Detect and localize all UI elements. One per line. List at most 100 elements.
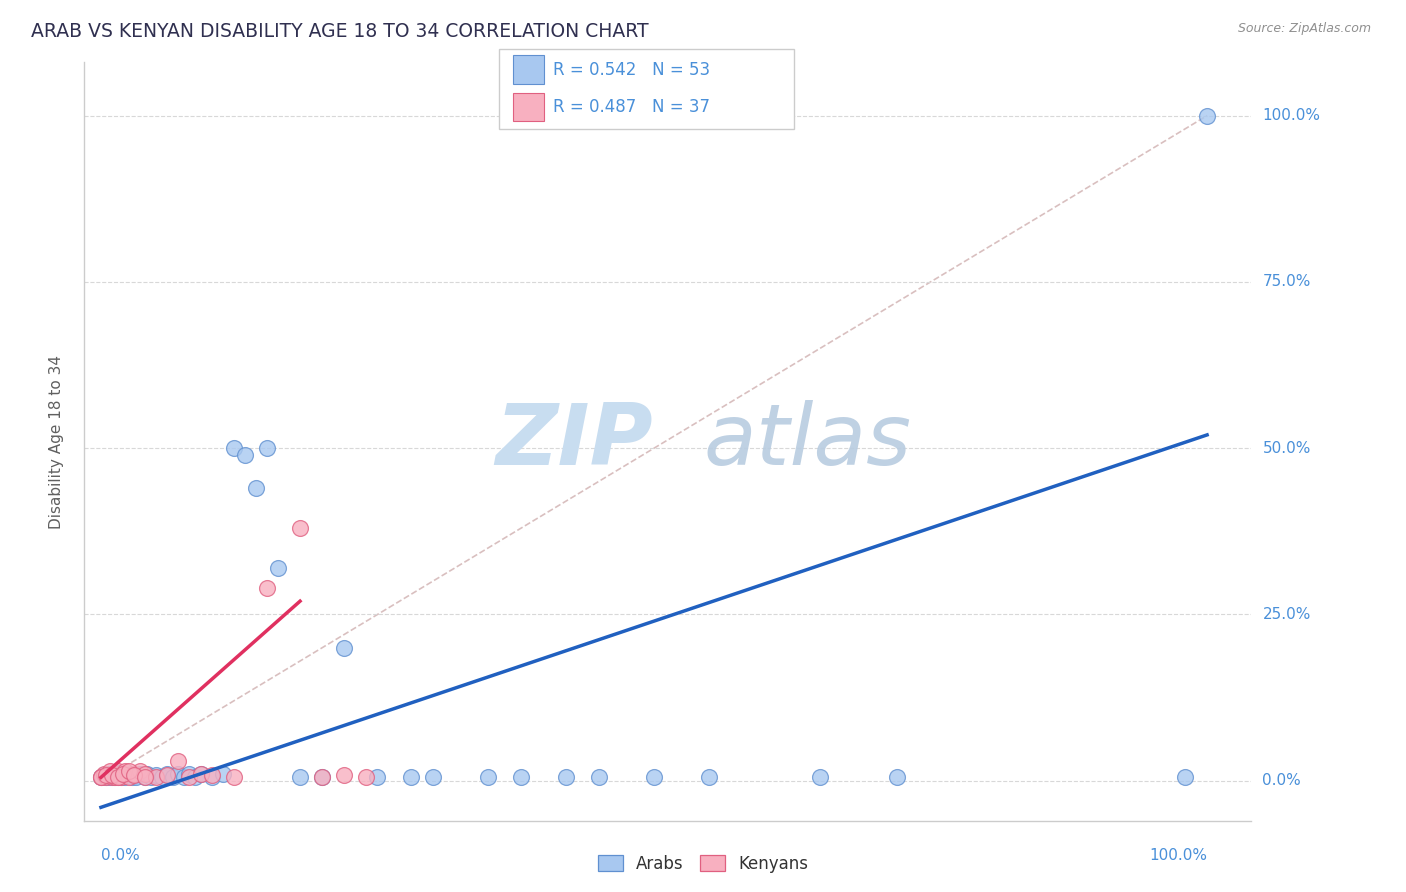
Point (245, 481, 267, 495)
Point (145, 768, 167, 782)
Point (167, 767, 190, 781)
Text: 0.0%: 0.0% (101, 848, 139, 863)
Point (136, 767, 159, 781)
Point (399, 771, 422, 785)
Point (117, 764, 139, 778)
Point (162, 771, 184, 785)
Y-axis label: Disability Age 18 to 34: Disability Age 18 to 34 (49, 354, 63, 529)
Point (107, 771, 129, 785)
Text: Source: ZipAtlas.com: Source: ZipAtlas.com (1237, 22, 1371, 36)
Point (112, 767, 135, 781)
Point (1174, 771, 1197, 785)
Point (222, 441, 245, 455)
Point (117, 771, 139, 785)
Point (110, 771, 132, 785)
Point (886, 771, 908, 785)
Text: 25.0%: 25.0% (1263, 607, 1310, 622)
Point (97, 768, 120, 782)
Point (107, 765, 129, 780)
Text: 75.0%: 75.0% (1263, 275, 1310, 289)
Point (422, 771, 444, 785)
Point (112, 767, 135, 781)
Point (97, 767, 120, 781)
Point (288, 771, 311, 785)
Point (366, 771, 388, 785)
Point (110, 771, 132, 785)
Point (93, 767, 115, 781)
Point (93, 768, 115, 782)
Point (150, 771, 173, 785)
Point (96, 771, 118, 785)
Point (103, 767, 125, 781)
Point (156, 768, 179, 782)
Point (90, 771, 112, 785)
Point (107, 768, 129, 782)
Point (179, 771, 201, 785)
Point (101, 768, 124, 782)
Point (167, 754, 190, 768)
Point (311, 771, 333, 785)
Point (134, 767, 156, 781)
Point (90, 771, 112, 785)
Point (588, 771, 610, 785)
Point (267, 561, 290, 575)
Point (211, 767, 233, 781)
Point (200, 768, 222, 782)
Point (200, 771, 222, 785)
Point (356, 771, 378, 785)
Point (145, 771, 167, 785)
Point (98, 771, 121, 785)
Point (1197, 109, 1219, 123)
Point (288, 521, 311, 535)
Point (333, 640, 356, 655)
Point (101, 771, 124, 785)
Point (114, 764, 136, 778)
Legend: Arabs, Kenyans: Arabs, Kenyans (591, 848, 815, 880)
Point (808, 771, 831, 785)
Point (122, 768, 145, 782)
Point (173, 771, 195, 785)
Text: 0.0%: 0.0% (1263, 773, 1301, 789)
Point (554, 771, 576, 785)
Point (190, 767, 212, 781)
Text: 50.0%: 50.0% (1263, 441, 1310, 456)
Point (256, 581, 278, 595)
Point (128, 764, 150, 778)
Point (122, 768, 145, 782)
Point (104, 767, 127, 781)
Point (107, 764, 129, 778)
Text: ARAB VS KENYAN DISABILITY AGE 18 TO 34 CORRELATION CHART: ARAB VS KENYAN DISABILITY AGE 18 TO 34 C… (31, 22, 648, 41)
Text: R = 0.542   N = 53: R = 0.542 N = 53 (553, 61, 710, 78)
Point (643, 771, 665, 785)
Point (121, 771, 143, 785)
Point (107, 771, 129, 785)
Point (112, 768, 135, 782)
Text: 100.0%: 100.0% (1149, 848, 1208, 863)
Point (333, 768, 356, 782)
Text: atlas: atlas (704, 400, 912, 483)
Point (90, 771, 112, 785)
Point (134, 771, 156, 785)
Point (103, 771, 125, 785)
Point (134, 771, 156, 785)
Point (98, 764, 121, 778)
Point (311, 771, 333, 785)
Point (122, 767, 145, 781)
Point (96, 768, 118, 782)
Point (510, 771, 533, 785)
Text: ZIP: ZIP (496, 400, 654, 483)
Point (96, 771, 118, 785)
Point (179, 767, 201, 781)
Text: 100.0%: 100.0% (1263, 108, 1320, 123)
Point (222, 771, 245, 785)
Point (139, 771, 162, 785)
Point (190, 767, 212, 781)
Point (477, 771, 499, 785)
Point (233, 448, 256, 462)
Point (104, 771, 127, 785)
Point (156, 767, 179, 781)
Point (101, 768, 124, 782)
Point (184, 771, 207, 785)
Point (125, 771, 148, 785)
Point (114, 771, 136, 785)
